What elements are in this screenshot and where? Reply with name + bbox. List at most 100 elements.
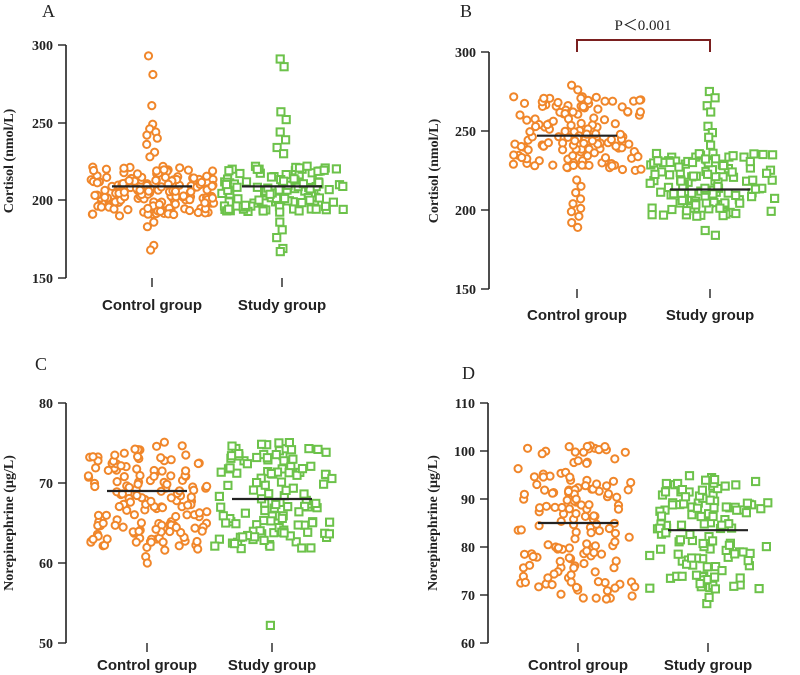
study-data-point: [708, 536, 718, 546]
study-data-point: [338, 181, 348, 192]
control-data-point: [600, 96, 610, 106]
study-data-point: [216, 502, 226, 512]
study-data-point: [279, 149, 289, 159]
control-data-point: [169, 209, 179, 220]
control-data-point: [183, 165, 193, 175]
study-data-point: [673, 478, 683, 489]
control-data-point: [146, 496, 156, 506]
study-data-point: [751, 476, 761, 487]
study-data-point: [767, 175, 777, 185]
control-data-point: [610, 537, 620, 547]
control-data-point: [582, 151, 593, 161]
x-tick-control: Control group: [97, 643, 197, 674]
control-data-point: [591, 519, 602, 529]
control-data-point: [534, 582, 544, 592]
study-data-point: [704, 132, 714, 142]
study-data-point: [324, 185, 334, 195]
control-data-point: [613, 504, 624, 514]
control-data-point: [576, 181, 586, 191]
control-data-point: [101, 510, 112, 520]
study-data-point: [321, 201, 331, 211]
control-data-point: [582, 441, 592, 452]
study-data-point: [252, 478, 262, 488]
study-data-point: [297, 543, 307, 553]
control-data-point: [142, 130, 152, 140]
study-data-point: [703, 169, 713, 179]
study-data-point: [258, 206, 268, 216]
control-data-point: [189, 485, 199, 495]
control-data-point: [119, 448, 129, 458]
y-tick-label: 50: [39, 637, 53, 652]
control-data-point: [609, 563, 619, 573]
control-data-point: [135, 470, 145, 481]
control-data-point: [174, 541, 184, 551]
study-data-point: [284, 468, 294, 478]
study-data-point: [758, 149, 768, 160]
study-data-point: [252, 164, 262, 174]
control-data-point: [578, 102, 588, 112]
study-data-point: [327, 473, 337, 484]
study-data-point: [233, 194, 243, 204]
study-data-point: [665, 157, 675, 168]
study-data-point: [731, 480, 741, 490]
study-data-point: [288, 454, 298, 464]
study-data-point: [721, 502, 731, 512]
control-data-point: [602, 481, 612, 491]
control-data-point: [584, 160, 594, 170]
study-data-point: [303, 527, 313, 537]
control-data-point: [166, 471, 176, 481]
study-data-point: [687, 510, 697, 520]
control-data-point: [194, 508, 205, 518]
study-data-point: [729, 581, 739, 591]
control-data-point: [142, 222, 152, 232]
panel-letter: C: [35, 354, 47, 374]
control-data-point: [118, 522, 128, 532]
study-data-point: [745, 157, 755, 167]
category-label-study: Study group: [666, 307, 754, 324]
control-data-point: [626, 477, 636, 488]
y-tick-label: 60: [39, 557, 53, 572]
y-tick-0: 150: [32, 272, 66, 287]
control-data-point: [553, 543, 564, 553]
control-data-point: [576, 203, 586, 213]
study-data-point: [271, 499, 281, 510]
control-data-point: [508, 159, 519, 169]
control-data-point: [101, 164, 112, 174]
control-data-point: [573, 222, 583, 232]
y-tick-label: 90: [461, 493, 475, 508]
study-data-point: [283, 502, 293, 512]
control-data-point: [162, 479, 172, 489]
control-data-point: [633, 152, 643, 162]
control-data-point: [175, 163, 185, 173]
control-data-point: [555, 556, 565, 567]
control-data-point: [540, 485, 550, 495]
study-data-point: [708, 511, 718, 522]
significance-bracket: [576, 39, 711, 52]
study-data-point: [276, 477, 287, 487]
study-data-point: [286, 445, 297, 455]
control-data-point: [515, 110, 525, 120]
control-data-point: [186, 187, 196, 197]
control-data-point: [183, 500, 193, 510]
control-data-point: [525, 560, 535, 570]
control-data-point: [601, 594, 612, 604]
study-data-point: [747, 192, 757, 202]
x-tick-study: Study group: [238, 278, 326, 314]
control-data-point: [528, 551, 538, 562]
study-data-point: [265, 189, 275, 199]
control-data-point: [197, 177, 207, 187]
control-data-point: [185, 195, 195, 205]
study-data-point: [699, 519, 709, 529]
control-data-point: [600, 153, 611, 163]
control-data-point: [591, 92, 601, 102]
control-data-point: [636, 164, 646, 174]
study-data-point: [653, 156, 663, 166]
control-data-point: [147, 101, 157, 111]
control-data-point: [593, 104, 603, 114]
y-tick-3: 90: [461, 493, 488, 508]
study-data-point: [271, 450, 281, 460]
study-data-point: [754, 584, 764, 594]
control-data-point: [573, 85, 583, 95]
control-data-point: [611, 141, 621, 151]
control-data-point: [570, 136, 580, 146]
